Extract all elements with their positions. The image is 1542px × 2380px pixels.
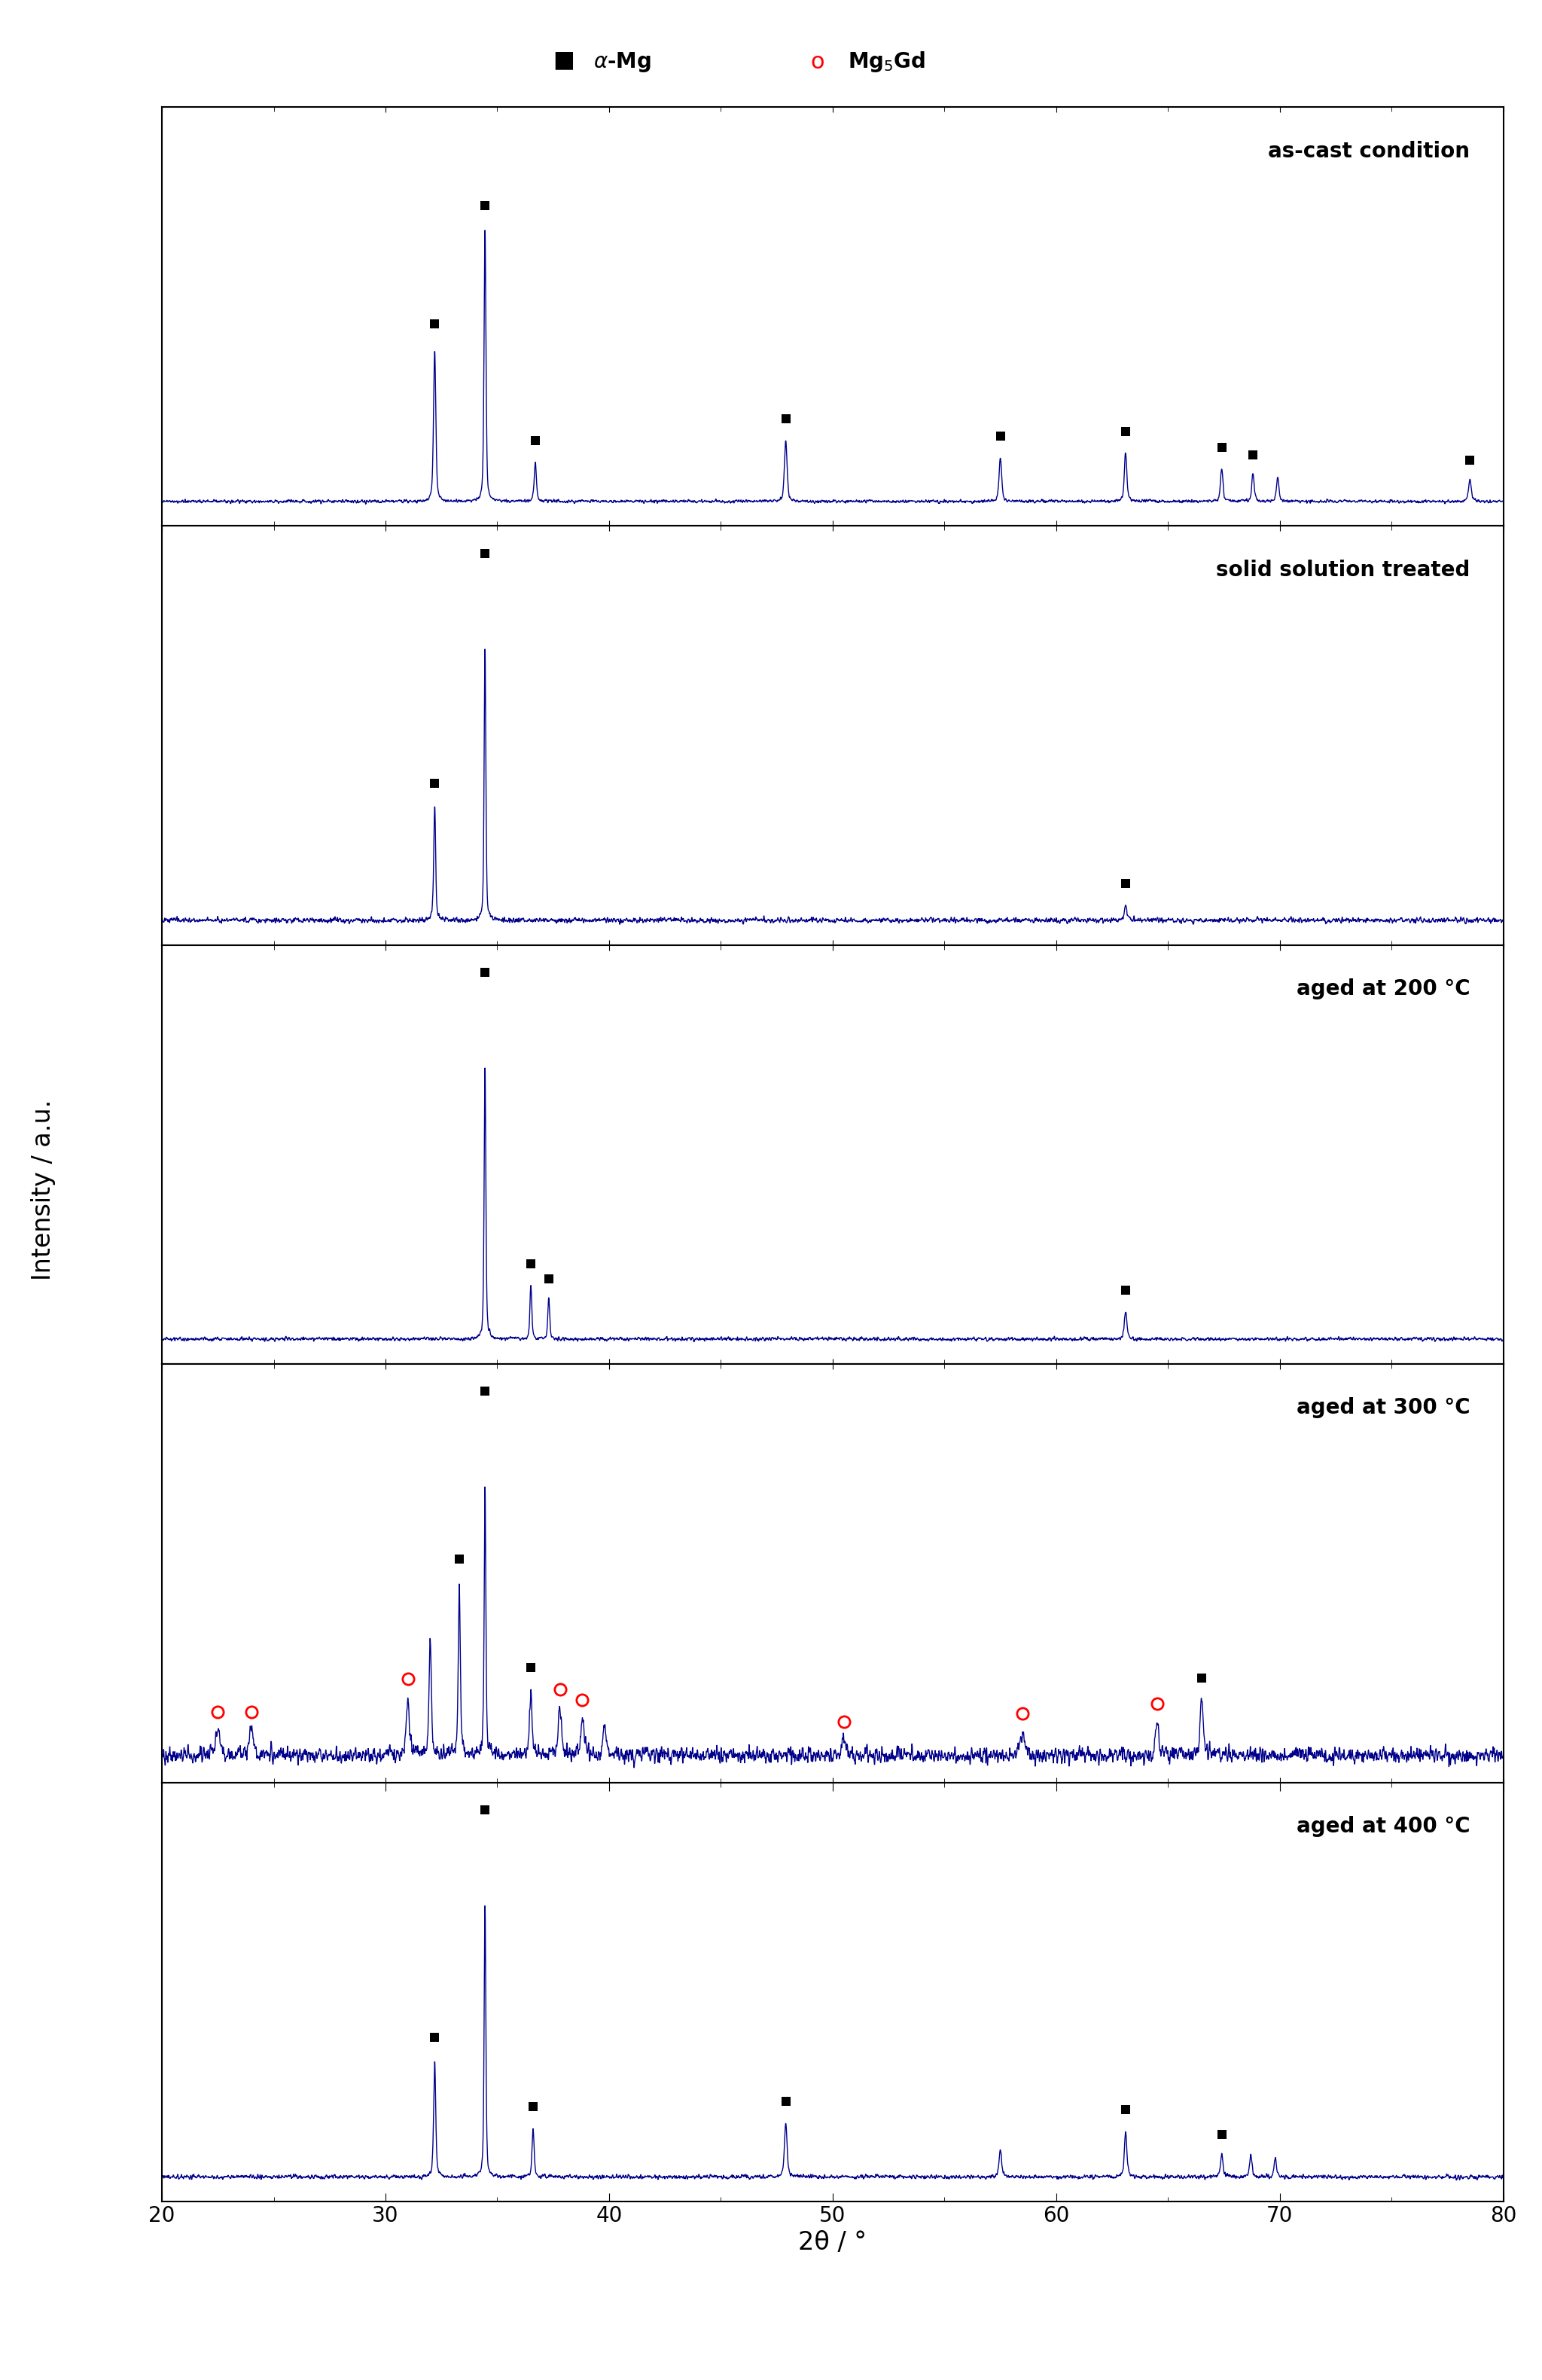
Text: as-cast condition: as-cast condition [1268, 140, 1470, 162]
Text: o: o [810, 50, 825, 74]
Text: $\alpha$-Mg: $\alpha$-Mg [594, 50, 652, 74]
Text: aged at 300 °C: aged at 300 °C [1297, 1397, 1470, 1418]
Text: aged at 400 °C: aged at 400 °C [1297, 1816, 1470, 1837]
Text: $\blacksquare$: $\blacksquare$ [552, 52, 574, 71]
X-axis label: 2θ / °: 2θ / ° [799, 2230, 867, 2256]
Text: Intensity / a.u.: Intensity / a.u. [31, 1100, 56, 1280]
Text: Mg$_5$Gd: Mg$_5$Gd [848, 50, 925, 74]
Text: aged at 200 °C: aged at 200 °C [1297, 978, 1470, 1000]
Text: solid solution treated: solid solution treated [1217, 559, 1470, 581]
